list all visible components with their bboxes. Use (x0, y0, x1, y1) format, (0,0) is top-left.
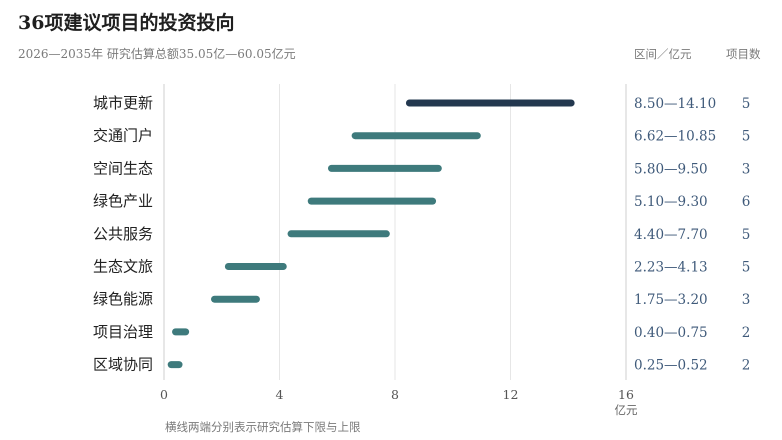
project-count: 6 (742, 194, 751, 210)
range-value-label: 8.50—14.10 (634, 96, 716, 112)
project-count: 3 (742, 161, 751, 177)
range-value-label: 6.62—10.85 (634, 129, 716, 145)
x-axis-unit-label: 亿元 (615, 403, 638, 417)
range-value-label: 4.40—7.70 (634, 227, 708, 243)
category-label: 区域协同 (93, 356, 153, 374)
x-tick-label: 16 (618, 387, 634, 402)
category-label: 公共服务 (93, 225, 153, 243)
chart-title: 36项建议项目的投资投向 (18, 12, 235, 34)
category-label: 绿色能源 (93, 290, 153, 308)
category-label: 绿色产业 (93, 192, 153, 210)
project-count-labels: 5 5 3 6 5 5 3 2 2 (742, 96, 751, 374)
range-value-label: 2.23—4.13 (634, 260, 708, 276)
chart-footnote: 横线两端分别表示研究估算下限与上限 (165, 420, 361, 434)
category-label: 项目治理 (93, 323, 153, 341)
x-tick-label: 4 (276, 387, 284, 402)
project-count: 5 (742, 96, 751, 112)
chart-subtitle: 2026—2035年 研究估算总额35.05亿—60.05亿元 (18, 47, 296, 61)
count-column-header: 项目数 (726, 47, 761, 61)
category-label: 交通门户 (93, 127, 153, 145)
range-value-label: 0.40—0.75 (634, 325, 708, 341)
project-count: 3 (742, 292, 751, 308)
x-tick-label: 8 (391, 387, 399, 402)
project-count: 5 (742, 129, 751, 145)
range-value-label: 0.25—0.52 (634, 358, 708, 374)
x-tick-label: 12 (503, 387, 519, 402)
category-label: 城市更新 (93, 94, 153, 112)
project-count: 5 (742, 227, 751, 243)
range-value-label: 5.80—9.50 (634, 161, 708, 177)
range-labels: 8.50—14.10 6.62—10.85 5.80—9.50 5.10—9.30 4.… (634, 96, 716, 374)
range-value-label: 1.75—3.20 (634, 292, 708, 308)
project-count: 5 (742, 260, 751, 276)
project-count: 2 (742, 325, 751, 341)
range-value-label: 5.10—9.30 (634, 194, 708, 210)
category-label: 空间生态 (93, 159, 153, 177)
category-label: 生态文旅 (93, 258, 153, 276)
gridlines (163, 84, 627, 380)
x-tick-label: 0 (160, 387, 168, 402)
range-bars (167, 99, 575, 369)
range-column-header: 区间／亿元 (634, 47, 692, 61)
project-count: 2 (742, 358, 751, 374)
